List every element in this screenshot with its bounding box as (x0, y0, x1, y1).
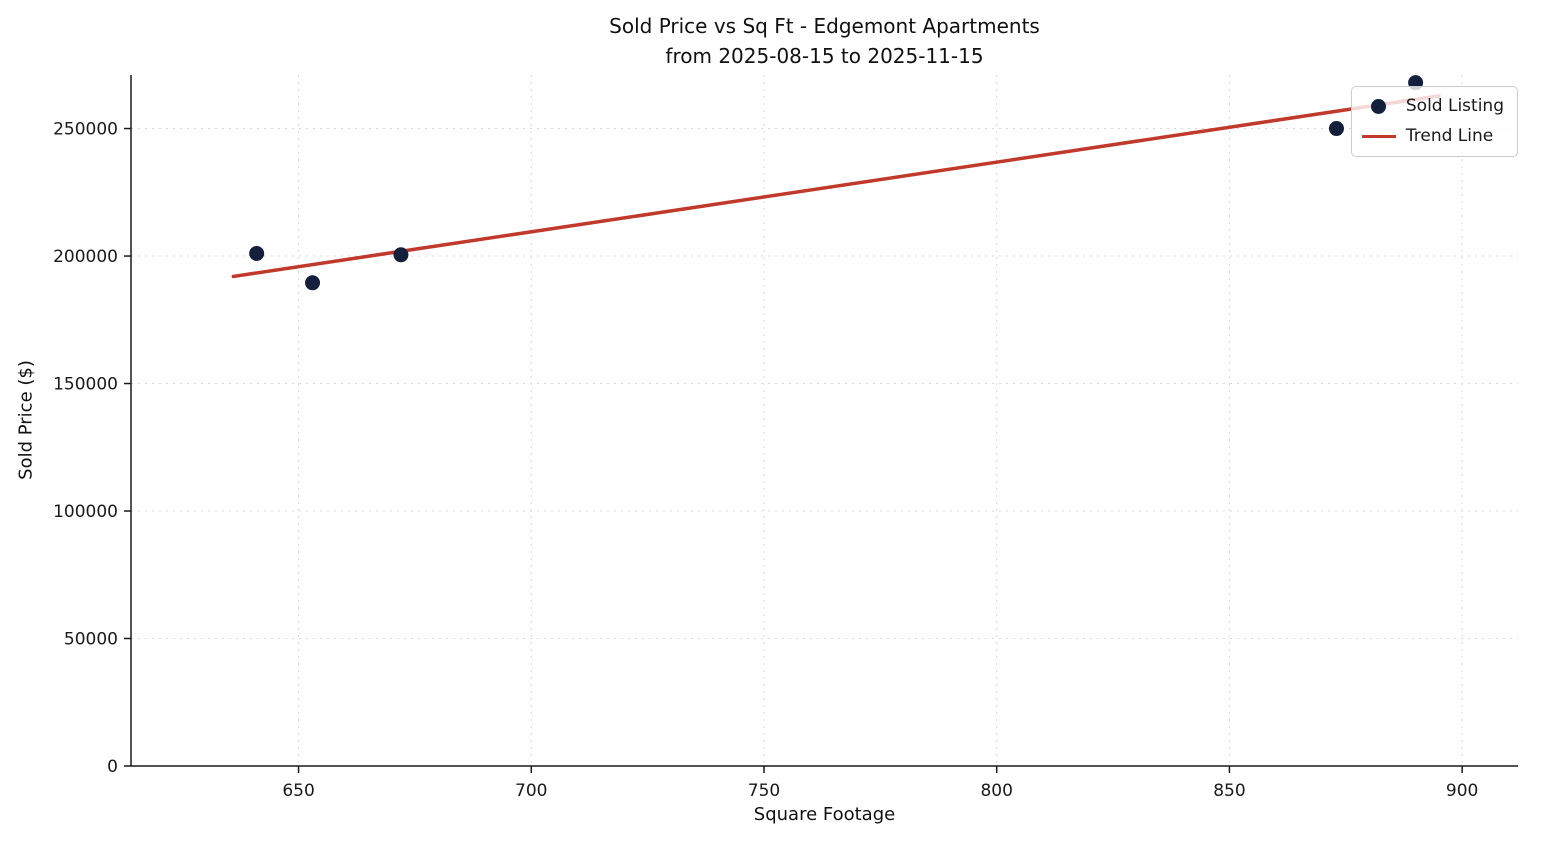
y-tick-label: 100000 (53, 502, 118, 522)
scatter-point (249, 245, 265, 261)
y-tick-label: 200000 (53, 247, 118, 267)
chart-subtitle: from 2025-08-15 to 2025-11-15 (665, 44, 984, 68)
legend-item-trend-line: Trend Line (1361, 126, 1504, 146)
x-tick-label: 800 (980, 781, 1012, 801)
title-block: Sold Price vs Sq Ft - Edgemont Apartment… (131, 11, 1518, 71)
scatter-marker-icon (1371, 98, 1387, 114)
chart-title: Sold Price vs Sq Ft - Edgemont Apartment… (609, 14, 1040, 38)
legend-swatch (1362, 98, 1396, 114)
scatter-point (393, 247, 409, 263)
legend: Sold Listing Trend Line (1350, 86, 1518, 157)
scatter-point (305, 275, 321, 291)
trend-line-marker-icon (1361, 134, 1396, 138)
y-tick-label: 50000 (64, 630, 118, 650)
legend-swatch (1361, 134, 1396, 138)
y-axis-label: Sold Price ($) (15, 360, 37, 480)
legend-item-sold-listing: Sold Listing (1362, 96, 1504, 116)
x-tick-label: 900 (1446, 781, 1478, 801)
x-tick-label: 850 (1213, 781, 1245, 801)
x-tick-label: 750 (748, 781, 780, 801)
trend-line (231, 94, 1441, 279)
x-axis-label: Square Footage (753, 804, 896, 825)
x-tick-label: 700 (515, 781, 547, 801)
scatter-point (1328, 121, 1344, 137)
legend-label: Sold Listing (1405, 96, 1504, 116)
y-tick-label: 250000 (53, 120, 118, 140)
y-tick-label: 0 (107, 757, 118, 777)
legend-label: Trend Line (1405, 126, 1494, 146)
x-tick-label: 650 (282, 781, 314, 801)
y-tick-label: 150000 (53, 375, 118, 395)
